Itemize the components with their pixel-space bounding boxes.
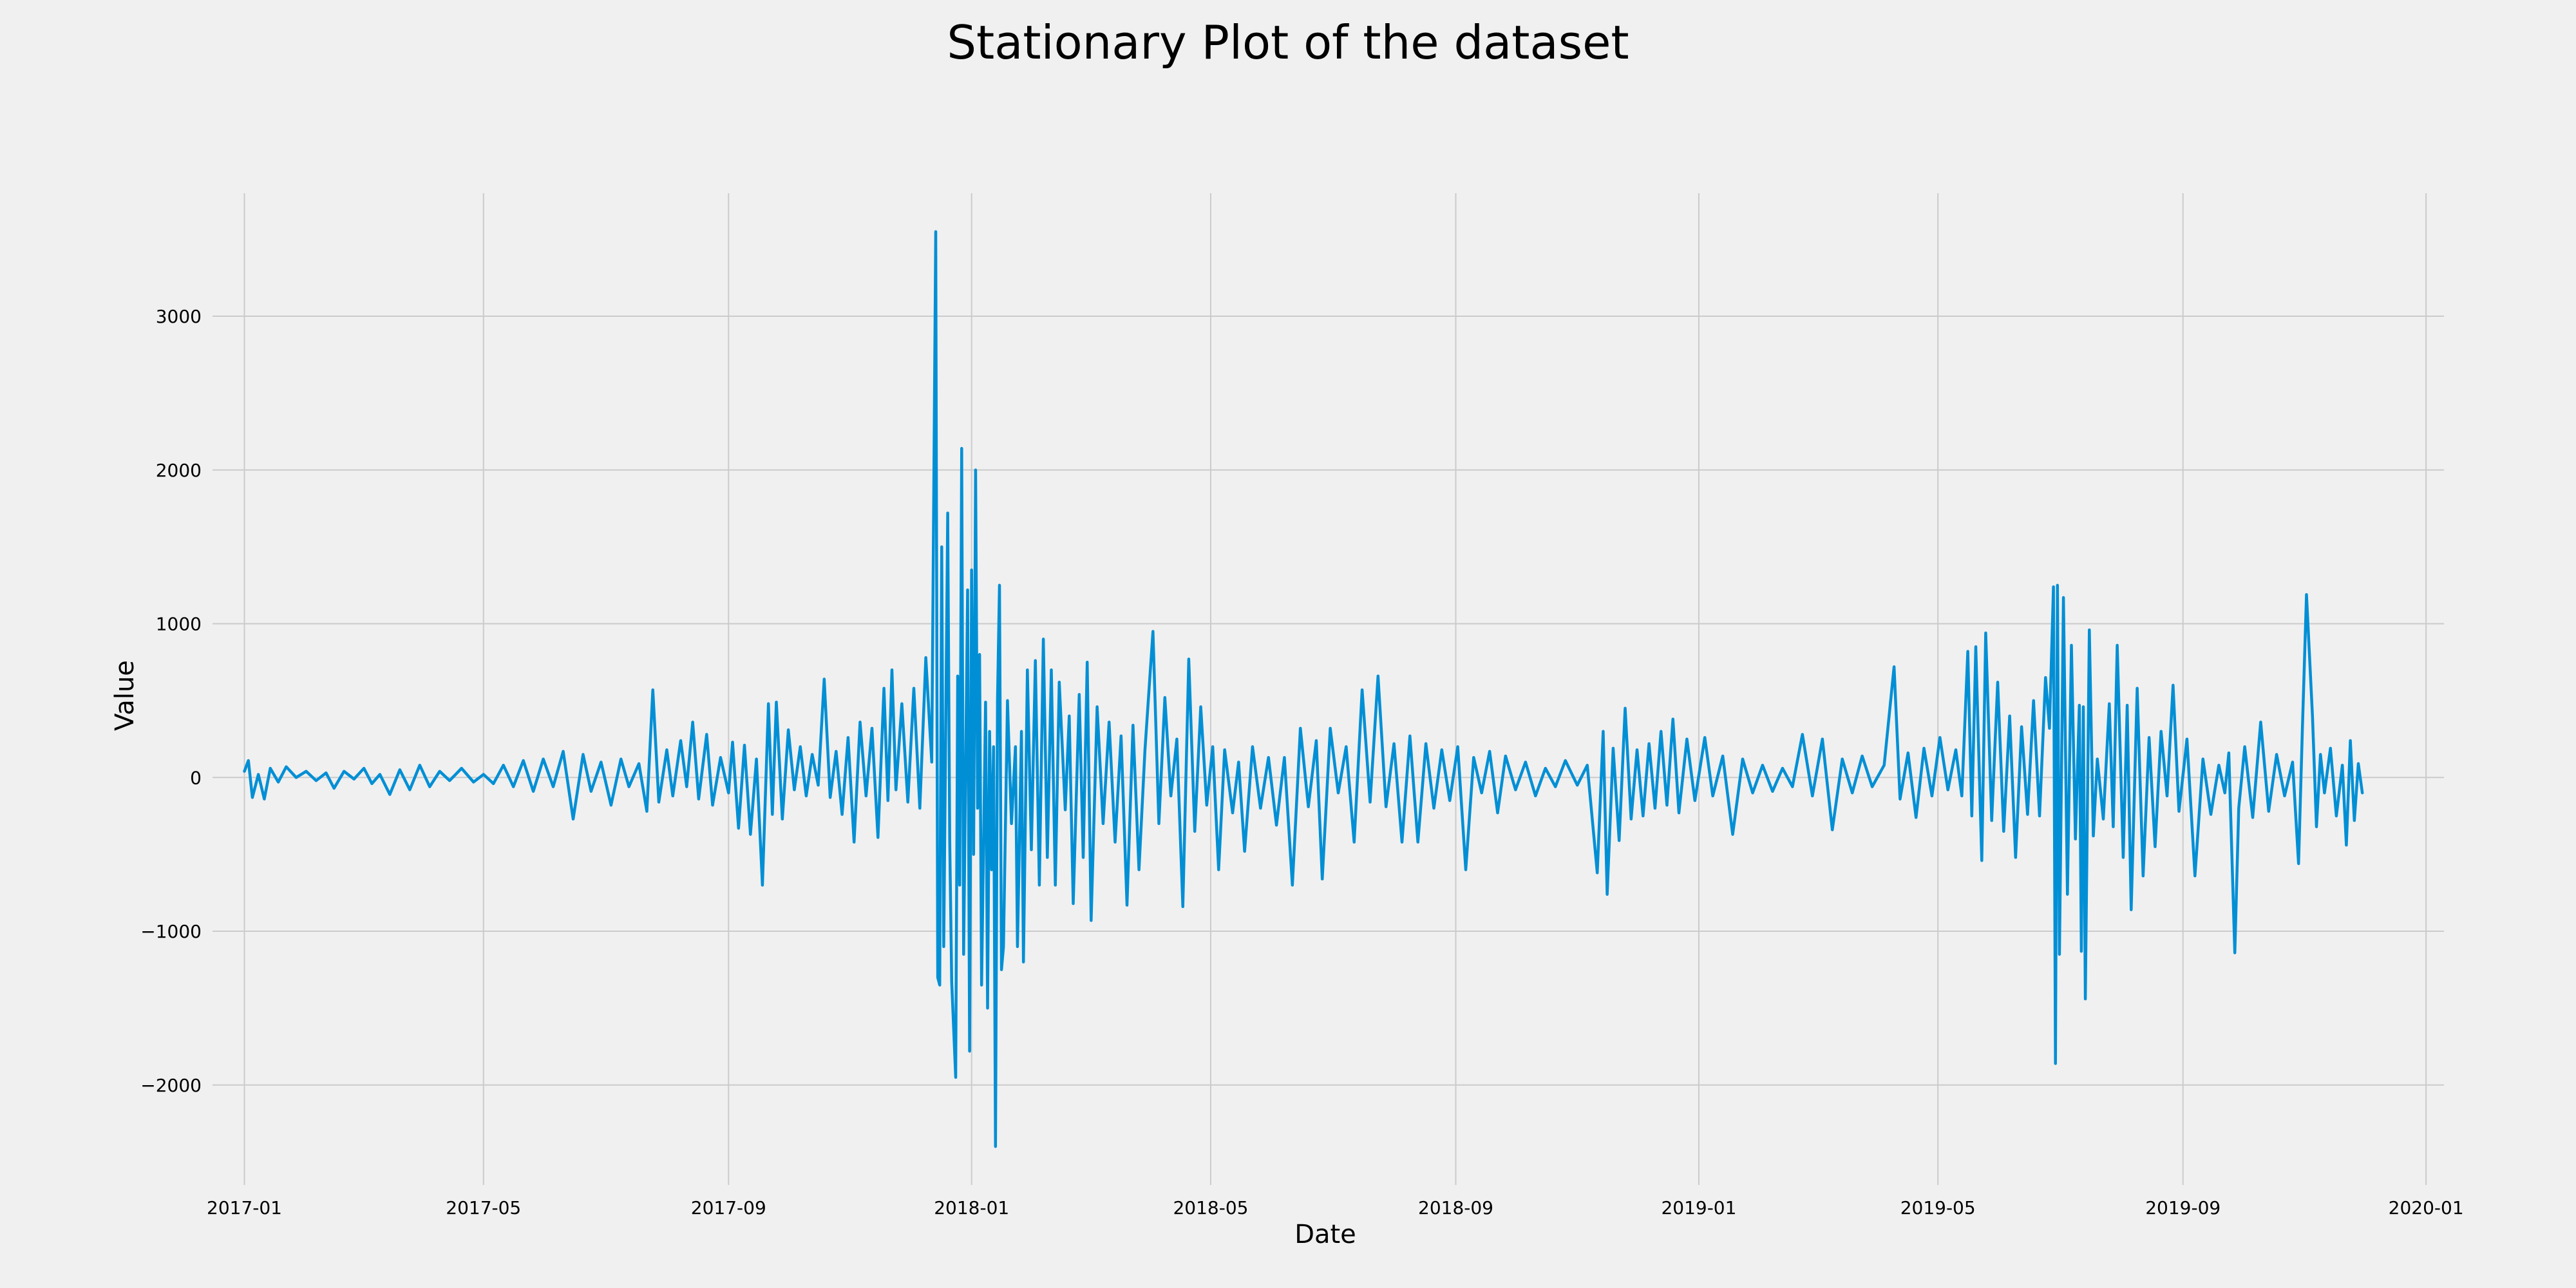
y-tick-label: 1000: [156, 614, 202, 635]
x-tick-label: 2018-01: [934, 1197, 1009, 1218]
chart-title: Stationary Plot of the dataset: [947, 15, 1629, 70]
x-tick-label: 2020-01: [2389, 1197, 2464, 1218]
series-line-0: [243, 230, 2364, 1148]
x-tick-label: 2018-09: [1418, 1197, 1493, 1218]
x-axis-label: Date: [1294, 1220, 1356, 1249]
x-tick-label: 2019-09: [2145, 1197, 2221, 1218]
y-tick-label: 0: [190, 767, 202, 788]
y-axis-label: Value: [110, 660, 140, 731]
y-tick-label: −2000: [140, 1075, 202, 1096]
x-tick-label: 2017-01: [207, 1197, 282, 1218]
y-tick-label: −1000: [140, 921, 202, 942]
x-tick-label: 2019-01: [1661, 1197, 1736, 1218]
series-layer: [243, 230, 2364, 1148]
x-tick-label: 2017-09: [691, 1197, 766, 1218]
y-tick-label: 3000: [156, 306, 202, 327]
x-tick-label: 2019-05: [1900, 1197, 1976, 1218]
x-tick-label: 2017-05: [446, 1197, 521, 1218]
x-tick-label: 2018-05: [1173, 1197, 1248, 1218]
tick-layer: 2017-01 2017-05 2017-09 2018-01 2018-05 2018-…: [140, 306, 2463, 1218]
y-tick-label: 2000: [156, 460, 202, 481]
